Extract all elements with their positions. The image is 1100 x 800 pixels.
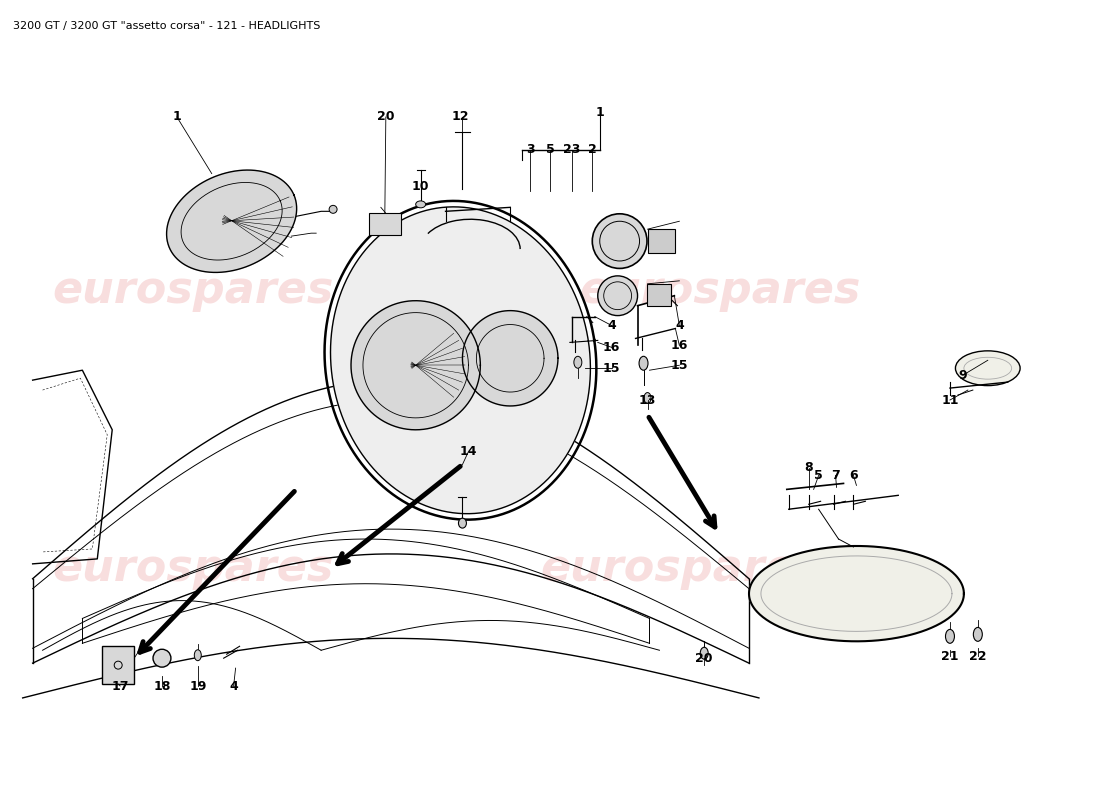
Text: 13: 13 [639, 394, 657, 406]
Text: 9: 9 [958, 369, 967, 382]
FancyBboxPatch shape [102, 646, 134, 684]
Text: 4: 4 [229, 679, 238, 693]
Ellipse shape [329, 206, 337, 214]
Text: 20: 20 [695, 652, 713, 665]
Text: 3200 GT / 3200 GT "assetto corsa" - 121 - HEADLIGHTS: 3200 GT / 3200 GT "assetto corsa" - 121 … [13, 21, 320, 30]
Text: eurospares: eurospares [53, 270, 334, 312]
Text: 14: 14 [460, 445, 477, 458]
Text: 16: 16 [603, 341, 620, 354]
FancyBboxPatch shape [368, 214, 400, 235]
Text: 4: 4 [607, 319, 616, 332]
Text: 23: 23 [563, 143, 581, 156]
Text: 10: 10 [411, 180, 429, 193]
Text: 20: 20 [377, 110, 395, 123]
Ellipse shape [644, 393, 651, 403]
Text: 18: 18 [153, 679, 170, 693]
Ellipse shape [459, 518, 466, 528]
Ellipse shape [639, 356, 648, 370]
Text: 1: 1 [595, 106, 604, 118]
Polygon shape [462, 310, 558, 406]
Polygon shape [330, 207, 591, 514]
Ellipse shape [153, 650, 170, 667]
Ellipse shape [416, 201, 426, 208]
Text: 3: 3 [526, 143, 535, 156]
Polygon shape [166, 170, 297, 273]
Text: eurospares: eurospares [540, 547, 822, 590]
Text: 15: 15 [603, 362, 620, 374]
Text: 17: 17 [111, 679, 129, 693]
Ellipse shape [701, 647, 708, 659]
Text: 12: 12 [452, 110, 470, 123]
Text: 6: 6 [849, 469, 858, 482]
Text: 5: 5 [814, 469, 823, 482]
FancyBboxPatch shape [648, 229, 675, 253]
Text: 5: 5 [546, 143, 554, 156]
Text: 19: 19 [189, 679, 207, 693]
Polygon shape [351, 301, 481, 430]
Text: 8: 8 [804, 461, 813, 474]
Polygon shape [749, 546, 964, 642]
Text: 16: 16 [671, 339, 688, 352]
Ellipse shape [956, 351, 1020, 386]
Text: eurospares: eurospares [53, 547, 334, 590]
Ellipse shape [574, 356, 582, 368]
Text: 4: 4 [675, 319, 684, 332]
Ellipse shape [195, 650, 201, 661]
Ellipse shape [592, 214, 647, 269]
Text: 21: 21 [942, 650, 959, 662]
Ellipse shape [946, 630, 955, 643]
Text: eurospares: eurospares [580, 270, 861, 312]
Text: 15: 15 [671, 358, 689, 372]
Text: 2: 2 [588, 143, 597, 156]
Ellipse shape [974, 627, 982, 642]
Text: 1: 1 [173, 110, 182, 123]
Text: 22: 22 [969, 650, 987, 662]
Text: 7: 7 [832, 469, 840, 482]
Ellipse shape [597, 276, 638, 315]
FancyBboxPatch shape [647, 284, 671, 306]
Text: 11: 11 [942, 394, 959, 406]
